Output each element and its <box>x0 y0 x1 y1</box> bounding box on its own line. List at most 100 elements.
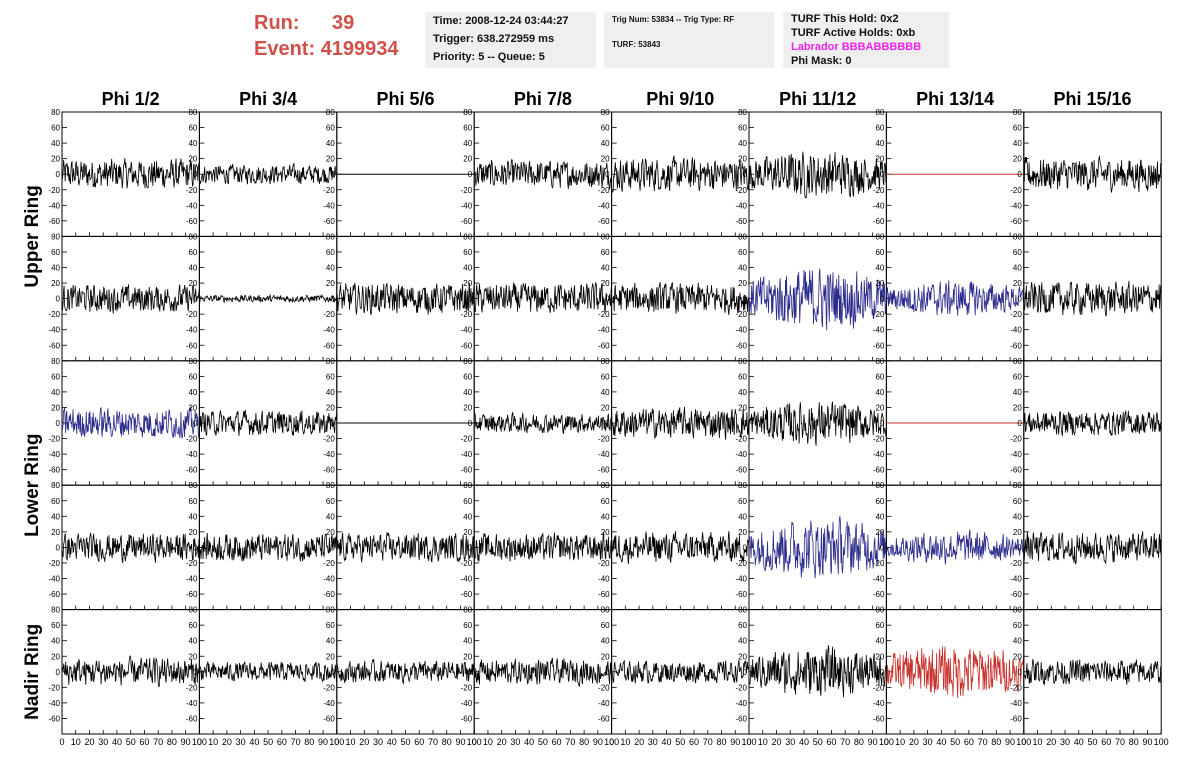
x-tick-label: 100 <box>329 737 344 747</box>
panel-frame <box>1023 609 1162 735</box>
ring-label: Upper Ring <box>22 185 43 287</box>
y-tick-label: 60 <box>326 124 335 133</box>
x-tick-label: 20 <box>909 737 919 747</box>
x-tick-label: 60 <box>552 737 562 747</box>
turf-hold-text: TURF This Hold: 0x2 <box>791 13 899 25</box>
waveform-line <box>611 154 750 194</box>
y-tick-label: -60 <box>598 466 610 475</box>
y-tick-label: -20 <box>598 310 610 319</box>
y-tick-label: 20 <box>1013 652 1022 661</box>
y-tick-label: 40 <box>738 264 747 273</box>
y-tick-label: 60 <box>463 372 472 381</box>
y-tick-label: 80 <box>875 481 884 490</box>
x-tick-label: 60 <box>414 737 424 747</box>
y-tick-label: -20 <box>48 435 60 444</box>
y-tick-label: -60 <box>48 590 60 599</box>
x-tick-label: 70 <box>428 737 438 747</box>
x-tick-label: 10 <box>895 737 905 747</box>
y-tick-label: 20 <box>601 528 610 537</box>
y-tick-label: -20 <box>461 435 473 444</box>
y-tick-label: 40 <box>738 139 747 148</box>
y-tick-label: -40 <box>323 326 335 335</box>
priority-text: Priority: 5 -- Queue: 5 <box>433 51 545 63</box>
y-tick-label: -20 <box>186 310 198 319</box>
y-tick-label: 80 <box>601 232 610 241</box>
x-tick-label: 30 <box>785 737 795 747</box>
y-tick-label: 0 <box>880 295 885 304</box>
y-tick-label: -40 <box>461 201 473 210</box>
waveform-line <box>336 531 475 563</box>
y-tick-label: 0 <box>605 419 610 428</box>
y-tick-label: -20 <box>735 683 747 692</box>
y-tick-label: 0 <box>330 419 335 428</box>
y-tick-label: -40 <box>598 575 610 584</box>
y-tick-label: -20 <box>48 559 60 568</box>
x-tick-label: 100 <box>467 737 482 747</box>
y-tick-label: 0 <box>468 668 473 677</box>
trig-num-text: Trig Num: 53834 -- Trig Type: RF <box>612 15 735 24</box>
y-tick-label: -20 <box>1010 683 1022 692</box>
waveform-line <box>1023 410 1162 436</box>
y-tick-label: 20 <box>51 528 60 537</box>
x-tick-label: 0 <box>884 737 889 747</box>
y-tick-label: 80 <box>463 481 472 490</box>
y-tick-label: 20 <box>463 403 472 412</box>
y-tick-label: -40 <box>186 450 198 459</box>
y-tick-label: 20 <box>738 279 747 288</box>
y-tick-label: 80 <box>326 481 335 490</box>
y-tick-label: 60 <box>51 124 60 133</box>
y-tick-label: -20 <box>186 559 198 568</box>
y-tick-label: -60 <box>186 466 198 475</box>
x-tick-label: 90 <box>181 737 191 747</box>
y-tick-label: -20 <box>48 310 60 319</box>
y-tick-label: 20 <box>601 403 610 412</box>
x-tick-label: 60 <box>139 737 149 747</box>
x-tick-label: 20 <box>771 737 781 747</box>
y-tick-label: 20 <box>51 279 60 288</box>
y-tick-label: 80 <box>188 232 197 241</box>
waveform-line <box>886 646 1025 699</box>
y-tick-label: 40 <box>326 388 335 397</box>
trigger-info-box: Trig Num: 53834 -- Trig Type: RF TURF: 5… <box>604 12 774 68</box>
y-tick-label: 0 <box>743 419 748 428</box>
x-tick-label: 80 <box>304 737 314 747</box>
y-tick-label: -20 <box>1010 435 1022 444</box>
x-tick-label: 40 <box>524 737 534 747</box>
y-tick-label: 40 <box>51 512 60 521</box>
y-tick-label: -40 <box>323 450 335 459</box>
y-tick-label: 0 <box>605 295 610 304</box>
x-tick-label: 10 <box>483 737 493 747</box>
y-tick-label: 80 <box>1013 232 1022 241</box>
y-tick-label: 80 <box>738 108 747 117</box>
x-tick-label: 90 <box>318 737 328 747</box>
x-tick-label: 50 <box>1087 737 1097 747</box>
y-tick-label: 60 <box>601 497 610 506</box>
y-tick-label: 60 <box>463 124 472 133</box>
y-tick-label: 60 <box>601 621 610 630</box>
y-tick-label: 60 <box>601 248 610 257</box>
y-tick-label: -40 <box>461 326 473 335</box>
y-tick-label: 60 <box>326 248 335 257</box>
y-tick-label: 0 <box>1017 419 1022 428</box>
waveform-line <box>611 281 750 316</box>
waveform-line <box>473 532 612 562</box>
y-tick-label: -40 <box>1010 326 1022 335</box>
y-tick-label: -20 <box>48 186 60 195</box>
x-tick-label: 40 <box>1074 737 1084 747</box>
y-tick-label: -40 <box>186 201 198 210</box>
x-tick-label: 60 <box>964 737 974 747</box>
column-title: Phi 9/10 <box>646 89 714 109</box>
y-tick-label: -60 <box>735 590 747 599</box>
y-tick-label: 60 <box>875 124 884 133</box>
y-tick-label: 20 <box>188 528 197 537</box>
y-tick-label: -20 <box>323 186 335 195</box>
waveform-line <box>748 151 887 199</box>
y-tick-label: -60 <box>186 590 198 599</box>
waveform-line <box>886 529 1025 565</box>
y-tick-label: -60 <box>323 590 335 599</box>
y-tick-label: 60 <box>1013 124 1022 133</box>
y-tick-label: -60 <box>186 714 198 723</box>
x-tick-label: 0 <box>472 737 477 747</box>
y-tick-label: 80 <box>738 357 747 366</box>
